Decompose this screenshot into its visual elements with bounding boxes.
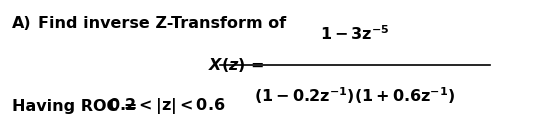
Text: Having ROC =: Having ROC =: [12, 99, 143, 114]
Text: $\mathbf{0.2 < |z| < 0.6}$: $\mathbf{0.2 < |z| < 0.6}$: [108, 96, 225, 116]
Text: $\mathbf{1 - 3z^{-5}}$: $\mathbf{1 - 3z^{-5}}$: [320, 25, 390, 44]
Text: Find inverse Z-Transform of: Find inverse Z-Transform of: [38, 15, 286, 30]
Text: $\boldsymbol{X(z)}$ =: $\boldsymbol{X(z)}$ =: [208, 56, 264, 73]
Text: A): A): [12, 15, 32, 30]
Text: $\mathbf{(1 - 0.2z^{-1})(1 + 0.6z^{-1})}$: $\mathbf{(1 - 0.2z^{-1})(1 + 0.6z^{-1})}…: [254, 86, 456, 106]
